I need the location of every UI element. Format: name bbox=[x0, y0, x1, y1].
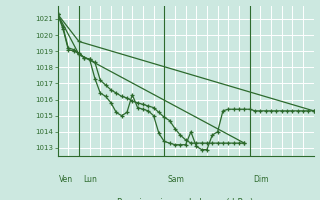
Text: Sam: Sam bbox=[168, 176, 185, 184]
Text: Ven: Ven bbox=[59, 176, 73, 184]
Text: Dim: Dim bbox=[253, 176, 269, 184]
Text: Pression niveau de la mer( hPa ): Pression niveau de la mer( hPa ) bbox=[117, 198, 254, 200]
Text: Lun: Lun bbox=[84, 176, 97, 184]
